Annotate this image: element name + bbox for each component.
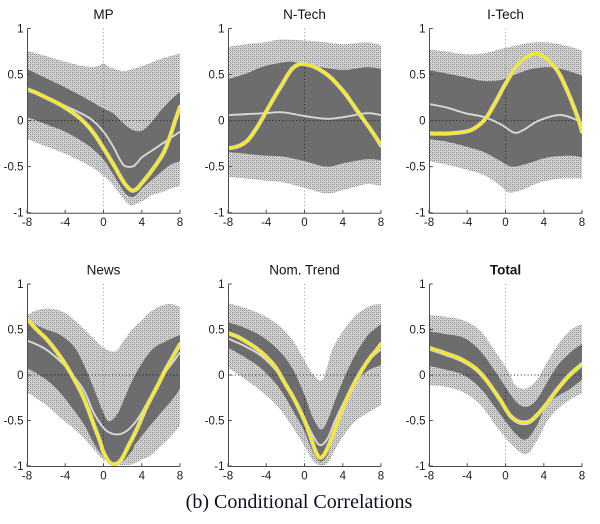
svg-text:-8: -8 bbox=[223, 471, 233, 483]
svg-text:-8: -8 bbox=[22, 217, 32, 229]
svg-text:8: 8 bbox=[378, 217, 384, 229]
svg-text:0: 0 bbox=[419, 370, 425, 382]
svg-text:-1: -1 bbox=[415, 461, 425, 473]
svg-text:4: 4 bbox=[139, 217, 146, 229]
svg-text:1: 1 bbox=[218, 24, 224, 36]
svg-text:1: 1 bbox=[17, 24, 23, 36]
svg-text:-8: -8 bbox=[424, 217, 434, 229]
svg-text:-4: -4 bbox=[261, 217, 272, 229]
svg-text:0.5: 0.5 bbox=[410, 325, 426, 337]
svg-text:-0.5: -0.5 bbox=[406, 162, 426, 174]
svg-text:4: 4 bbox=[139, 471, 146, 483]
svg-text:-1: -1 bbox=[415, 208, 425, 220]
svg-text:Total: Total bbox=[490, 263, 521, 278]
svg-text:0: 0 bbox=[100, 471, 106, 483]
svg-text:1: 1 bbox=[419, 279, 425, 291]
svg-text:0: 0 bbox=[301, 217, 307, 229]
svg-text:0: 0 bbox=[301, 471, 307, 483]
svg-text:1: 1 bbox=[218, 279, 224, 291]
svg-text:-0.5: -0.5 bbox=[4, 416, 24, 428]
svg-text:N-Tech: N-Tech bbox=[283, 7, 326, 22]
svg-text:-8: -8 bbox=[424, 471, 434, 483]
svg-text:0: 0 bbox=[419, 116, 425, 128]
svg-text:I-Tech: I-Tech bbox=[487, 7, 524, 22]
svg-text:0: 0 bbox=[218, 370, 224, 382]
svg-text:0: 0 bbox=[17, 370, 23, 382]
svg-text:-4: -4 bbox=[462, 471, 473, 483]
svg-text:-1: -1 bbox=[214, 461, 224, 473]
svg-text:8: 8 bbox=[579, 471, 585, 483]
svg-text:-1: -1 bbox=[214, 208, 224, 220]
svg-text:0.5: 0.5 bbox=[8, 70, 24, 82]
svg-text:-1: -1 bbox=[13, 461, 23, 473]
svg-text:MP: MP bbox=[93, 7, 113, 22]
svg-text:8: 8 bbox=[579, 217, 585, 229]
svg-text:-0.5: -0.5 bbox=[406, 416, 426, 428]
svg-text:1: 1 bbox=[17, 279, 23, 291]
svg-text:4: 4 bbox=[541, 217, 548, 229]
svg-text:1: 1 bbox=[419, 24, 425, 36]
svg-text:0.5: 0.5 bbox=[209, 325, 225, 337]
svg-text:0: 0 bbox=[100, 217, 106, 229]
svg-text:-0.5: -0.5 bbox=[4, 162, 24, 174]
svg-text:0: 0 bbox=[502, 471, 508, 483]
svg-text:0.5: 0.5 bbox=[410, 70, 426, 82]
svg-text:-8: -8 bbox=[223, 217, 233, 229]
svg-text:8: 8 bbox=[177, 471, 183, 483]
svg-text:News: News bbox=[87, 263, 121, 278]
svg-text:-1: -1 bbox=[13, 208, 23, 220]
svg-text:4: 4 bbox=[340, 471, 347, 483]
svg-text:0: 0 bbox=[502, 217, 508, 229]
svg-text:-0.5: -0.5 bbox=[205, 162, 225, 174]
svg-text:-4: -4 bbox=[261, 471, 272, 483]
svg-text:-0.5: -0.5 bbox=[205, 416, 225, 428]
svg-text:0: 0 bbox=[218, 116, 224, 128]
svg-text:8: 8 bbox=[378, 471, 384, 483]
svg-text:-4: -4 bbox=[462, 217, 473, 229]
svg-text:4: 4 bbox=[340, 217, 347, 229]
svg-text:-4: -4 bbox=[60, 471, 71, 483]
svg-text:-8: -8 bbox=[22, 471, 32, 483]
svg-text:4: 4 bbox=[541, 471, 548, 483]
svg-text:0: 0 bbox=[17, 116, 23, 128]
svg-text:0.5: 0.5 bbox=[209, 70, 225, 82]
svg-text:(b) Conditional Correlations: (b) Conditional Correlations bbox=[186, 491, 413, 513]
svg-text:0.5: 0.5 bbox=[8, 325, 24, 337]
svg-text:-4: -4 bbox=[60, 217, 71, 229]
svg-text:8: 8 bbox=[177, 217, 183, 229]
svg-text:Nom. Trend: Nom. Trend bbox=[269, 263, 340, 278]
